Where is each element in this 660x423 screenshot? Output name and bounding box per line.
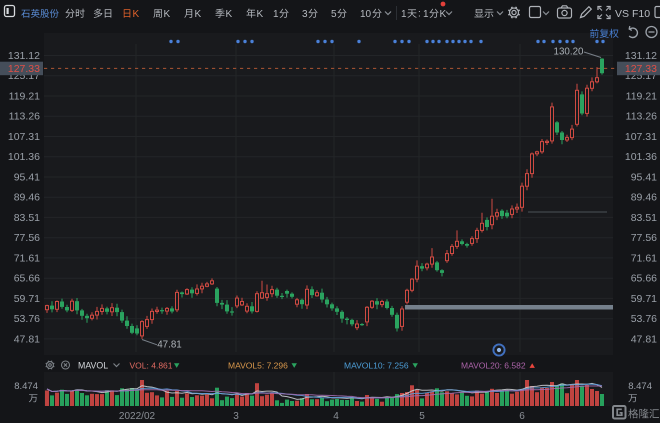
svg-text:107.31: 107.31: [625, 131, 657, 143]
svg-text:119.21: 119.21: [626, 91, 657, 103]
svg-text:107.31: 107.31: [8, 131, 40, 143]
svg-text:VOL: 4.861: VOL: 4.861: [130, 360, 173, 370]
svg-text:83.51: 83.51: [631, 212, 657, 224]
svg-text:47.81: 47.81: [631, 333, 657, 345]
svg-text:101.36: 101.36: [625, 151, 657, 163]
svg-text:130.20: 130.20: [554, 47, 585, 58]
svg-text:131.12: 131.12: [8, 50, 40, 62]
svg-text:95.41: 95.41: [631, 172, 657, 184]
svg-text:1: 1: [401, 9, 407, 20]
svg-text:MAVOL10: 7.256: MAVOL10: 7.256: [344, 360, 409, 370]
svg-text:5: 5: [419, 411, 425, 422]
svg-text:77.56: 77.56: [14, 232, 40, 244]
svg-text:127.33: 127.33: [8, 63, 40, 75]
svg-text:3: 3: [302, 9, 308, 20]
svg-text:47.81: 47.81: [157, 340, 182, 351]
svg-text:71.61: 71.61: [14, 252, 40, 264]
svg-text:53.76: 53.76: [631, 313, 657, 325]
svg-text:113.26: 113.26: [9, 111, 40, 123]
svg-text:10: 10: [360, 9, 372, 20]
svg-text:8.474: 8.474: [628, 381, 652, 392]
svg-text:89.46: 89.46: [14, 192, 40, 204]
svg-text:65.66: 65.66: [14, 273, 40, 285]
svg-text:1: 1: [423, 9, 429, 20]
svg-text:VS: VS: [615, 8, 629, 20]
svg-text:K: K: [257, 9, 264, 20]
svg-text:K: K: [195, 9, 202, 20]
svg-text:K: K: [440, 9, 447, 20]
svg-text:5: 5: [331, 9, 337, 20]
svg-text:101.36: 101.36: [8, 151, 40, 163]
svg-text:MAVOL: MAVOL: [78, 361, 108, 371]
svg-text:83.51: 83.51: [14, 212, 40, 224]
svg-text:119.21: 119.21: [9, 91, 40, 103]
svg-text::: :: [418, 9, 421, 20]
svg-text:89.46: 89.46: [631, 192, 657, 204]
svg-text:113.26: 113.26: [626, 111, 657, 123]
svg-text:47.81: 47.81: [14, 333, 40, 345]
svg-text:8.474: 8.474: [14, 381, 38, 392]
svg-text:F10: F10: [632, 8, 650, 20]
svg-text:127.33: 127.33: [625, 63, 657, 75]
svg-text:K: K: [133, 9, 140, 20]
svg-text:131.12: 131.12: [625, 50, 657, 62]
svg-text:2022/02: 2022/02: [119, 411, 156, 422]
svg-text:K: K: [226, 9, 233, 20]
svg-text:K: K: [164, 9, 171, 20]
svg-text:95.41: 95.41: [14, 172, 40, 184]
svg-text:6: 6: [519, 411, 525, 422]
svg-text:65.66: 65.66: [631, 273, 657, 285]
svg-text:59.71: 59.71: [14, 293, 40, 305]
svg-text:3: 3: [233, 411, 239, 422]
svg-text:MAVOL20: 6.582: MAVOL20: 6.582: [461, 360, 526, 370]
svg-text:77.56: 77.56: [631, 232, 657, 244]
svg-text:59.71: 59.71: [631, 293, 657, 305]
svg-text:53.76: 53.76: [14, 313, 40, 325]
svg-text:MAVOL5: 7.296: MAVOL5: 7.296: [228, 360, 288, 370]
svg-text:71.61: 71.61: [631, 252, 657, 264]
svg-text:4: 4: [333, 411, 339, 422]
svg-text:1: 1: [273, 9, 279, 20]
